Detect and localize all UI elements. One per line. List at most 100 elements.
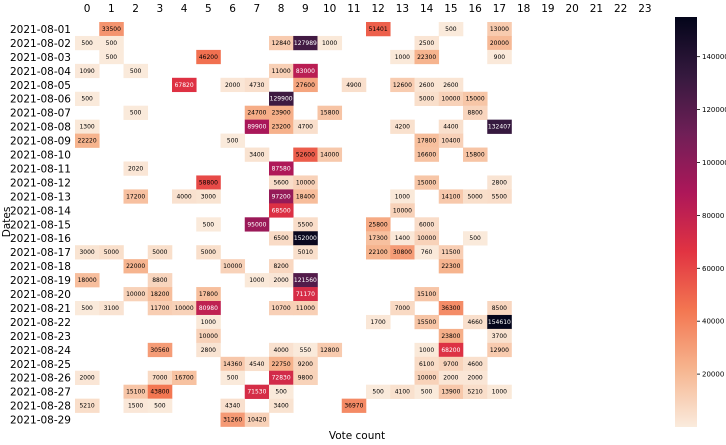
cell-value-label: 500 — [203, 221, 215, 228]
cell-value-label: 16600 — [417, 152, 436, 159]
cell-value-label: 4600 — [467, 361, 482, 368]
y-tick-label: 2021-08-04 — [10, 66, 71, 78]
cell-value-label: 12840 — [272, 40, 291, 47]
cell-value-label: 1000 — [419, 347, 434, 354]
heatmap-cell — [293, 342, 318, 358]
cell-value-label: 500 — [154, 403, 166, 410]
cell-value-label: 22300 — [441, 263, 460, 270]
cell-value-label: 58800 — [199, 179, 218, 186]
heatmap-cell — [293, 189, 318, 204]
heatmap-cell — [123, 63, 149, 79]
heatmap-cell — [293, 147, 318, 162]
x-tick-label: 6 — [229, 3, 236, 15]
cell-value-label: 500 — [106, 54, 118, 61]
heatmap-cell — [220, 370, 246, 385]
heatmap-cell — [438, 370, 464, 385]
cell-value-label: 15800 — [466, 152, 485, 159]
heatmap-cell — [293, 287, 318, 302]
cell-value-label: 23900 — [272, 110, 291, 117]
heatmap-cell — [147, 273, 173, 288]
heatmap-cell — [244, 412, 270, 427]
heatmap-cell — [147, 342, 173, 358]
cell-value-label: 4660 — [467, 319, 482, 326]
cell-value-label: 20000 — [490, 40, 509, 47]
y-tick-label: 2021-08-13 — [10, 191, 71, 203]
y-tick-label: 2021-08-23 — [10, 331, 71, 343]
heatmap-cell — [366, 217, 391, 232]
cell-value-label: 89900 — [247, 124, 266, 131]
cell-value-label: 68500 — [272, 207, 291, 214]
cell-value-label: 500 — [275, 389, 287, 396]
heatmap-cell — [438, 328, 464, 344]
x-tick-label: 15 — [444, 3, 457, 15]
heatmap-cell — [244, 147, 270, 162]
cell-value-label: 22300 — [417, 54, 436, 61]
cell-value-label: 500 — [81, 96, 93, 103]
heatmap-cell — [487, 328, 512, 344]
cell-value-label: 4730 — [249, 82, 264, 89]
y-tick-label: 2021-08-15 — [10, 219, 71, 231]
heatmap-cell — [220, 356, 246, 372]
cell-value-label: 10000 — [126, 291, 145, 298]
heatmap-cell — [75, 133, 100, 148]
y-tick-label: 2021-08-22 — [10, 317, 71, 329]
cell-value-label: 3000 — [201, 193, 216, 200]
heatmap-cell — [75, 301, 100, 316]
x-tick-label: 18 — [517, 3, 530, 15]
heatmap-cell — [438, 356, 464, 372]
cell-value-label: 4000 — [273, 347, 288, 354]
x-tick-label: 23 — [638, 3, 651, 15]
cell-value-label: 132407 — [488, 124, 511, 131]
cell-value-label: 500 — [227, 375, 239, 382]
heatmap-cell — [123, 105, 149, 120]
heatmap-cell — [75, 35, 100, 51]
heatmap-cell — [487, 175, 512, 190]
cell-value-label: 10000 — [441, 96, 460, 103]
heatmap-cell — [414, 314, 440, 330]
cell-value-label: 1000 — [249, 277, 264, 284]
y-tick-label: 2021-08-12 — [10, 177, 71, 189]
heatmap-cell — [438, 245, 464, 260]
cell-value-label: 9700 — [443, 361, 458, 368]
cell-value-label: 3100 — [104, 305, 119, 312]
heatmap-cell — [269, 203, 294, 218]
heatmap-cell — [293, 370, 318, 385]
heatmap-cell — [269, 273, 294, 288]
heatmap-cell — [366, 245, 391, 260]
cell-value-label: 23200 — [272, 124, 291, 131]
heatmap-cell — [269, 119, 294, 134]
heatmap-cell — [390, 245, 415, 260]
cell-value-label: 10000 — [175, 305, 194, 312]
y-tick-label: 2021-08-10 — [10, 150, 71, 162]
heatmap-cell — [414, 245, 440, 260]
heatmap-cell — [487, 22, 512, 37]
x-tick-label: 13 — [396, 3, 409, 15]
cell-value-label: 17800 — [199, 291, 218, 298]
x-tick-labels: 0 1 2 3 4 5 6 7 8 9 10 11 12 13 14 15 16 17 18 19 20 21 22 23 — [84, 3, 652, 15]
y-tick-label: 2021-08-19 — [10, 275, 71, 287]
y-tick-label: 2021-08-29 — [10, 415, 71, 427]
cell-value-label: 30560 — [150, 347, 169, 354]
cell-value-label: 5500 — [492, 193, 507, 200]
heatmap-cell — [244, 384, 270, 399]
cell-value-label: 8800 — [152, 277, 167, 284]
cell-value-label: 152000 — [294, 235, 317, 242]
cell-value-label: 6000 — [419, 221, 434, 228]
cell-value-label: 7000 — [395, 305, 410, 312]
cell-value-label: 500 — [130, 110, 142, 117]
heatmap-cell — [147, 384, 173, 399]
cell-value-label: 22220 — [78, 138, 97, 145]
y-tick-labels: 2021-08-01 2021-08-02 2021-08-03 2021-08-04… — [10, 24, 71, 427]
cell-value-label: 2000 — [273, 277, 288, 284]
heatmap-cell — [147, 370, 173, 385]
cell-value-label: 5010 — [298, 249, 313, 256]
heatmap-cell — [463, 105, 488, 120]
heatmap-cell — [293, 119, 318, 134]
y-tick-label: 2021-08-24 — [10, 345, 71, 357]
colorbar-tick-label: 120000 — [702, 106, 726, 114]
heatmap-cell — [220, 259, 246, 274]
heatmap-cell — [123, 161, 149, 176]
y-tick-label: 2021-08-09 — [10, 136, 71, 148]
colorbar-tick-label: 60000 — [702, 265, 724, 273]
colorbar-tick-label: 80000 — [702, 212, 724, 220]
